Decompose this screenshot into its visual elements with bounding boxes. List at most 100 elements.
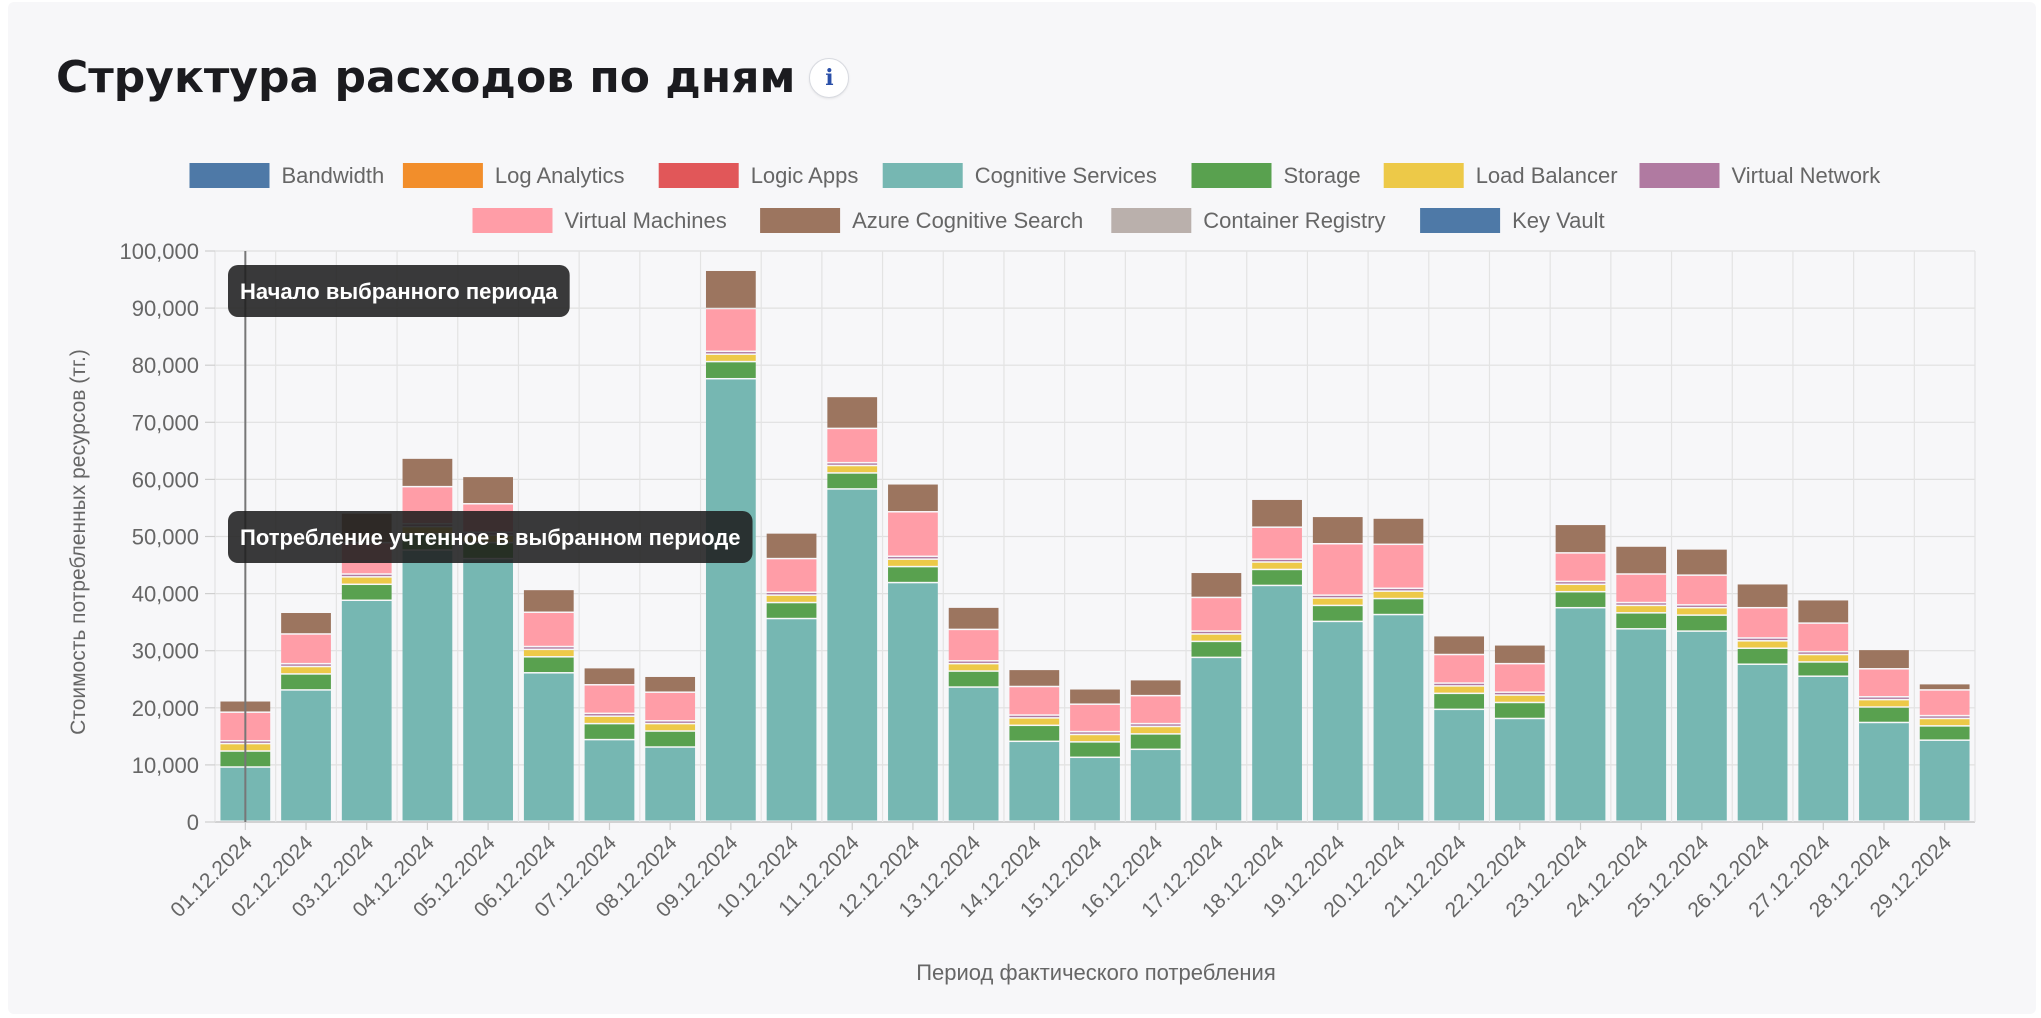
bar-virtual-network[interactable]	[1494, 692, 1545, 695]
bar-virtual-machines[interactable]	[1191, 598, 1242, 631]
bar-load-balancer[interactable]	[281, 667, 331, 674]
bar-azure-cognitive-search[interactable]	[766, 533, 817, 558]
bar-virtual-network[interactable]	[827, 463, 878, 465]
bar-virtual-machines[interactable]	[1919, 690, 1970, 715]
bar-azure-cognitive-search[interactable]	[463, 477, 513, 504]
bar-cognitive-services[interactable]	[1616, 629, 1667, 821]
bar-virtual-machines[interactable]	[584, 685, 635, 713]
bar-azure-cognitive-search[interactable]	[948, 607, 999, 629]
bar-storage[interactable]	[1312, 606, 1363, 621]
bar-cognitive-services[interactable]	[1737, 664, 1788, 821]
bar-load-balancer[interactable]	[1555, 585, 1606, 591]
bar-storage[interactable]	[948, 671, 999, 687]
bar-virtual-machines[interactable]	[1434, 655, 1485, 683]
legend-item-key-vault[interactable]: Key Vault	[1420, 208, 1605, 233]
bar-cognitive-services[interactable]	[402, 550, 453, 821]
bar-virtual-network[interactable]	[1434, 683, 1485, 686]
bar-virtual-network[interactable]	[1859, 697, 1909, 699]
bar-virtual-network[interactable]	[1677, 605, 1727, 607]
bar-load-balancer[interactable]	[1130, 727, 1181, 734]
bar-virtual-network[interactable]	[281, 664, 331, 666]
bar-storage[interactable]	[1191, 642, 1242, 657]
bar-azure-cognitive-search[interactable]	[1312, 517, 1363, 543]
bar-virtual-machines[interactable]	[1130, 696, 1181, 723]
bar-cognitive-services[interactable]	[584, 740, 635, 821]
bar-virtual-machines[interactable]	[1555, 553, 1606, 581]
bar-storage[interactable]	[827, 473, 878, 489]
legend-item-azure-cognitive-search[interactable]: Azure Cognitive Search	[760, 208, 1083, 233]
bar-virtual-network[interactable]	[1312, 595, 1363, 598]
bar-cognitive-services[interactable]	[1434, 710, 1485, 821]
bar-cognitive-services[interactable]	[827, 489, 878, 821]
bar-virtual-network[interactable]	[1191, 631, 1242, 634]
bar-load-balancer[interactable]	[1434, 686, 1485, 693]
bar-cognitive-services[interactable]	[1130, 750, 1181, 821]
bar-cognitive-services[interactable]	[1009, 742, 1060, 821]
bar-virtual-machines[interactable]	[1798, 623, 1849, 651]
bar-virtual-network[interactable]	[1373, 589, 1424, 591]
bar-azure-cognitive-search[interactable]	[827, 397, 878, 428]
bar-virtual-network[interactable]	[341, 574, 392, 577]
bar-virtual-network[interactable]	[1616, 603, 1667, 605]
legend-item-container-registry[interactable]: Container Registry	[1111, 208, 1385, 233]
bar-storage[interactable]	[1373, 599, 1424, 614]
bar-virtual-network[interactable]	[1130, 724, 1181, 726]
bar-azure-cognitive-search[interactable]	[1009, 670, 1060, 686]
bar-cognitive-services[interactable]	[341, 601, 392, 821]
bar-storage[interactable]	[1494, 703, 1545, 718]
bar-storage[interactable]	[281, 674, 331, 690]
bar-azure-cognitive-search[interactable]	[281, 613, 331, 634]
bar-cognitive-services[interactable]	[1373, 615, 1424, 821]
bar-virtual-machines[interactable]	[645, 692, 696, 721]
bar-storage[interactable]	[705, 362, 756, 378]
bar-load-balancer[interactable]	[948, 664, 999, 671]
bar-load-balancer[interactable]	[705, 354, 756, 361]
bar-virtual-network[interactable]	[1009, 715, 1060, 718]
bar-cognitive-services[interactable]	[1252, 586, 1302, 821]
bar-storage[interactable]	[584, 724, 635, 739]
bar-storage[interactable]	[1859, 707, 1909, 722]
bar-load-balancer[interactable]	[1677, 608, 1727, 615]
bar-load-balancer[interactable]	[1070, 735, 1120, 742]
bar-cognitive-services[interactable]	[1919, 740, 1970, 821]
bar-load-balancer[interactable]	[645, 724, 696, 731]
bar-virtual-machines[interactable]	[1252, 527, 1302, 559]
bar-cognitive-services[interactable]	[705, 379, 756, 821]
legend-item-logic-apps[interactable]: Logic Apps	[658, 163, 859, 188]
bar-azure-cognitive-search[interactable]	[1919, 684, 1970, 690]
bar-storage[interactable]	[1070, 742, 1120, 757]
bar-cognitive-services[interactable]	[1677, 631, 1727, 821]
bar-azure-cognitive-search[interactable]	[1434, 636, 1485, 654]
bar-azure-cognitive-search[interactable]	[1616, 546, 1667, 574]
bar-cognitive-services[interactable]	[1555, 608, 1606, 821]
bar-azure-cognitive-search[interactable]	[1798, 600, 1849, 623]
bar-virtual-machines[interactable]	[1312, 544, 1363, 595]
bar-storage[interactable]	[1009, 726, 1060, 741]
bar-cognitive-services[interactable]	[645, 747, 696, 821]
bar-virtual-machines[interactable]	[1494, 664, 1545, 692]
bar-cognitive-services[interactable]	[1312, 622, 1363, 821]
bar-cognitive-services[interactable]	[948, 687, 999, 821]
bar-load-balancer[interactable]	[523, 650, 574, 657]
bar-virtual-machines[interactable]	[1070, 704, 1120, 731]
bar-azure-cognitive-search[interactable]	[1252, 499, 1302, 527]
bar-azure-cognitive-search[interactable]	[1737, 584, 1788, 607]
bar-storage[interactable]	[341, 585, 392, 600]
bar-azure-cognitive-search[interactable]	[705, 270, 756, 308]
bar-storage[interactable]	[766, 603, 817, 618]
bar-load-balancer[interactable]	[766, 595, 817, 602]
bar-virtual-machines[interactable]	[888, 512, 938, 556]
bar-storage[interactable]	[523, 657, 574, 673]
bar-virtual-network[interactable]	[1070, 732, 1120, 734]
bar-load-balancer[interactable]	[827, 466, 878, 473]
bar-virtual-network[interactable]	[705, 352, 756, 354]
bar-azure-cognitive-search[interactable]	[1494, 645, 1545, 663]
legend-item-virtual-network[interactable]: Virtual Network	[1639, 163, 1882, 188]
bar-virtual-network[interactable]	[1798, 652, 1849, 654]
bar-cognitive-services[interactable]	[766, 619, 817, 821]
bar-virtual-network[interactable]	[766, 593, 817, 595]
bar-storage[interactable]	[645, 731, 696, 747]
bar-storage[interactable]	[1798, 662, 1849, 676]
bar-azure-cognitive-search[interactable]	[1191, 573, 1242, 597]
bar-virtual-machines[interactable]	[523, 613, 574, 646]
